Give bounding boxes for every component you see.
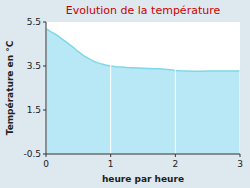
y-tick bbox=[43, 22, 46, 23]
x-tick-label: 1 bbox=[108, 159, 114, 169]
y-tick-label: 1.5 bbox=[27, 105, 41, 115]
x-axis-label: heure par heure bbox=[102, 174, 184, 184]
plot-background bbox=[46, 22, 240, 154]
grid-line bbox=[175, 22, 176, 154]
grid-line bbox=[46, 22, 47, 154]
y-tick bbox=[43, 110, 46, 111]
background bbox=[0, 0, 250, 188]
y-tick bbox=[43, 66, 46, 67]
x-tick-label: 0 bbox=[43, 159, 49, 169]
title: Evolution de la température bbox=[66, 4, 221, 17]
y-axis bbox=[46, 22, 47, 154]
x-axis bbox=[46, 154, 240, 155]
plot-area bbox=[46, 22, 240, 154]
x-tick bbox=[110, 154, 111, 157]
y-axis-label: Température en °C bbox=[5, 40, 15, 135]
area bbox=[46, 29, 240, 154]
line bbox=[46, 29, 240, 72]
x-tick bbox=[175, 154, 176, 157]
y-tick-label: -0.5 bbox=[23, 149, 41, 159]
x-tick bbox=[240, 154, 241, 157]
grid-line bbox=[240, 22, 241, 154]
chart-container: 0 1 2 3 -0.5 1.5 3.5 5.5 Evolution de la tempéra… bbox=[0, 0, 250, 188]
y-tick-label: 3.5 bbox=[27, 61, 41, 71]
grid-line bbox=[110, 22, 111, 154]
y-tick-label: 5.5 bbox=[27, 17, 41, 27]
y-tick bbox=[43, 154, 46, 155]
x-tick-label: 2 bbox=[172, 159, 178, 169]
x-tick-label: 3 bbox=[237, 159, 243, 169]
chart: 0 1 2 3 -0.5 1.5 3.5 5.5 Evolution de la tempéra… bbox=[0, 0, 250, 188]
